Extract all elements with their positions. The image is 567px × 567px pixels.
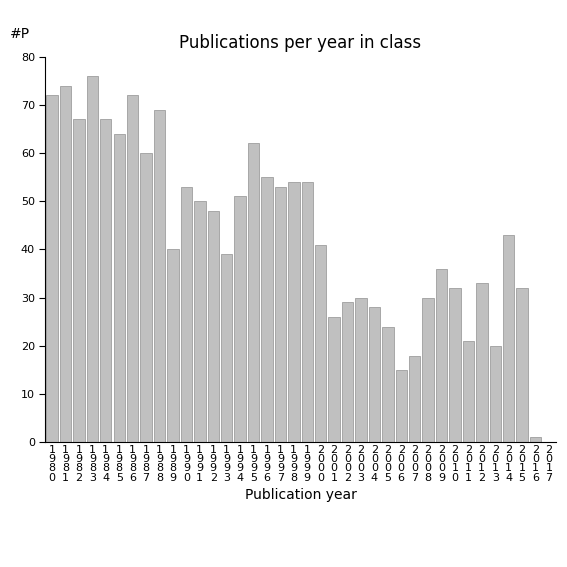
Bar [422, 298, 434, 442]
Bar [194, 201, 205, 442]
Bar [248, 143, 259, 442]
Bar [167, 249, 179, 442]
Bar [517, 288, 528, 442]
Bar [503, 235, 514, 442]
Bar [288, 182, 299, 442]
Bar [261, 177, 273, 442]
Bar [234, 196, 246, 442]
Bar [476, 284, 488, 442]
Bar [409, 356, 420, 442]
Bar [449, 288, 460, 442]
Bar [530, 438, 541, 442]
Bar [302, 182, 313, 442]
Bar [328, 317, 340, 442]
Bar [369, 307, 380, 442]
Bar [87, 76, 98, 442]
Bar [436, 269, 447, 442]
Bar [382, 327, 393, 442]
Bar [141, 153, 152, 442]
Bar [46, 95, 58, 442]
Bar [396, 370, 407, 442]
Bar [274, 187, 286, 442]
Bar [342, 303, 353, 442]
Bar [489, 346, 501, 442]
Text: #P: #P [10, 27, 29, 41]
Bar [100, 119, 112, 442]
Bar [356, 298, 367, 442]
Bar [221, 254, 232, 442]
Bar [154, 109, 165, 442]
X-axis label: Publication year: Publication year [244, 488, 357, 502]
Bar [463, 341, 474, 442]
Bar [60, 86, 71, 442]
Title: Publications per year in class: Publications per year in class [179, 35, 422, 52]
Bar [113, 134, 125, 442]
Bar [208, 211, 219, 442]
Bar [73, 119, 84, 442]
Bar [127, 95, 138, 442]
Bar [181, 187, 192, 442]
Bar [315, 245, 327, 442]
